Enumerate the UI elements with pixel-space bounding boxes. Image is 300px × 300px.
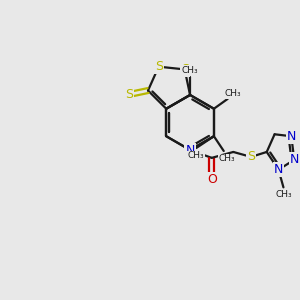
Text: S: S (247, 150, 255, 164)
Text: CH₃: CH₃ (275, 190, 292, 199)
Text: CH₃: CH₃ (218, 154, 235, 163)
Text: N: N (274, 163, 283, 176)
Text: N: N (286, 130, 296, 143)
Text: S: S (125, 88, 133, 101)
Text: N: N (185, 143, 195, 157)
Text: S: S (181, 63, 189, 76)
Text: CH₃: CH₃ (188, 152, 205, 160)
Text: N: N (290, 153, 299, 166)
Text: CH₃: CH₃ (224, 89, 241, 98)
Text: S: S (154, 60, 163, 73)
Text: CH₃: CH₃ (182, 66, 198, 75)
Text: O: O (207, 173, 217, 186)
